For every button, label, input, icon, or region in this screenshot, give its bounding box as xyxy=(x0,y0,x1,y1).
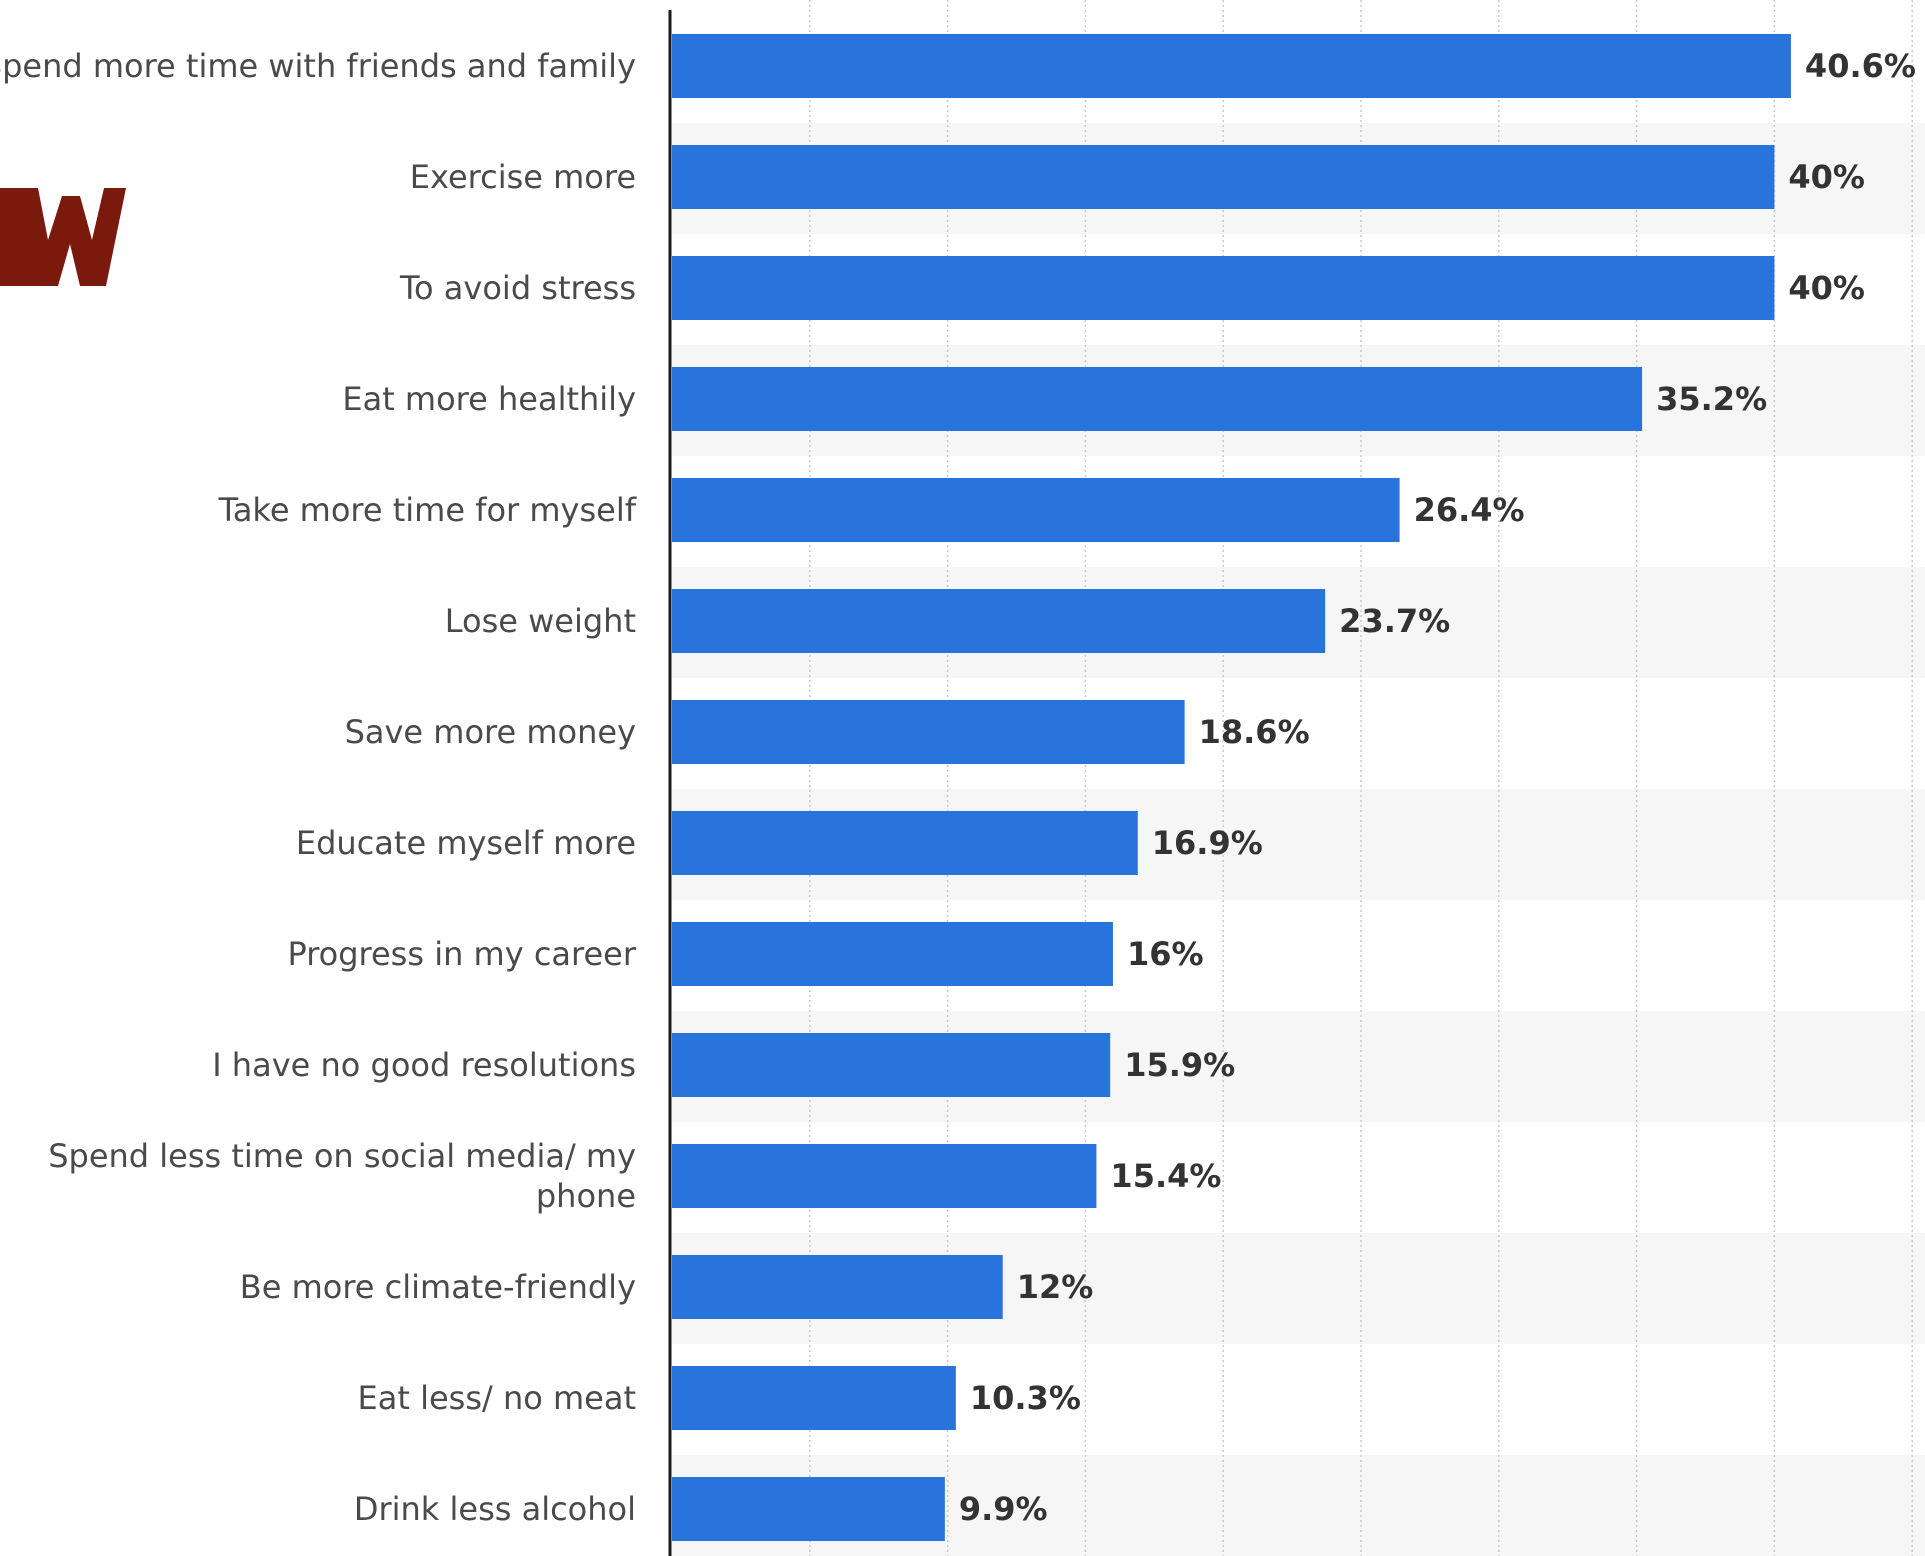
value-label: 18.6% xyxy=(1199,713,1310,751)
bar xyxy=(672,811,1138,875)
bar xyxy=(672,700,1185,764)
value-label: 12% xyxy=(1017,1268,1094,1306)
category-label: Spend more time with friends and family xyxy=(0,47,636,85)
value-label: 40.6% xyxy=(1805,47,1916,85)
bar xyxy=(672,922,1113,986)
value-label: 16.9% xyxy=(1152,824,1263,862)
value-label: 16% xyxy=(1127,935,1204,973)
category-label: Eat less/ no meat xyxy=(358,1379,636,1417)
value-label: 15.4% xyxy=(1110,1157,1221,1195)
bar xyxy=(672,34,1791,98)
bar xyxy=(672,1144,1097,1208)
bar xyxy=(672,589,1326,653)
value-label: 35.2% xyxy=(1656,380,1767,418)
category-label: Take more time for myself xyxy=(218,491,637,529)
bar xyxy=(672,145,1775,209)
value-label: 26.4% xyxy=(1414,491,1525,529)
category-label: Eat more healthily xyxy=(342,380,636,418)
bar xyxy=(672,1366,956,1430)
value-label: 40% xyxy=(1788,158,1865,196)
bars xyxy=(672,34,1791,1541)
category-label: Progress in my career xyxy=(287,935,636,973)
value-label: 40% xyxy=(1788,269,1865,307)
value-label: 10.3% xyxy=(970,1379,1081,1417)
category-label: Drink less alcohol xyxy=(354,1490,636,1528)
bar xyxy=(672,367,1643,431)
category-label: Exercise more xyxy=(410,158,636,196)
category-label: Save more money xyxy=(345,713,636,751)
category-labels: Spend more time with friends and family E… xyxy=(0,47,637,1528)
bar xyxy=(672,1477,945,1541)
category-label: Educate myself more xyxy=(296,824,636,862)
value-labels: 40.6% 40% 40% 35.2% 26.4% 23.7% 18.6% 16.9% 16% 1… xyxy=(959,47,1916,1528)
value-label: 9.9% xyxy=(959,1490,1048,1528)
category-label: To avoid stress xyxy=(399,269,636,307)
bar xyxy=(672,478,1400,542)
bar xyxy=(672,1033,1111,1097)
category-label: I have no good resolutions xyxy=(212,1046,636,1084)
logo-fragment-shape xyxy=(0,188,126,286)
category-label: Be more climate-friendly xyxy=(240,1268,636,1306)
category-label: Lose weight xyxy=(445,602,636,640)
bar xyxy=(672,1255,1003,1319)
bar xyxy=(672,256,1775,320)
category-label: Spend less time on social media/ my phone xyxy=(48,1137,636,1215)
value-label: 23.7% xyxy=(1339,602,1450,640)
value-label: 15.9% xyxy=(1124,1046,1235,1084)
logo-fragment-icon xyxy=(0,188,126,286)
